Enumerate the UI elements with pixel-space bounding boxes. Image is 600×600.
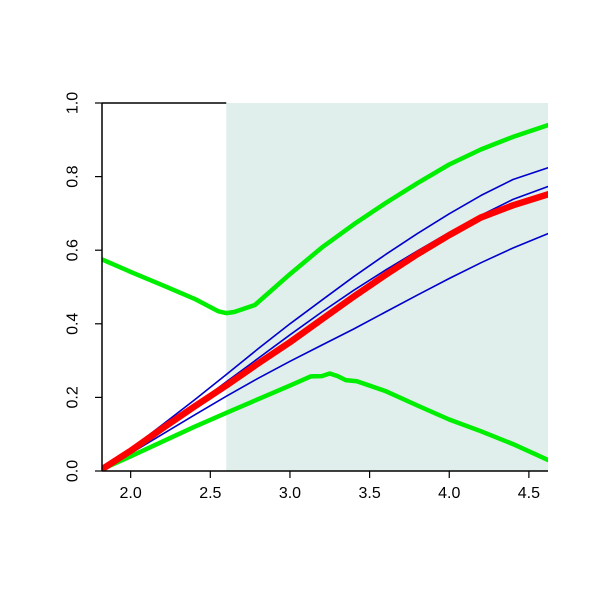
x-tick-label: 3.0 [279,485,301,502]
x-tick-label: 2.5 [199,485,221,502]
series-line-5 [102,232,548,470]
x-tick-label: 3.5 [358,485,380,502]
shaded-region [226,103,548,471]
series-line-4 [102,167,548,470]
series-line-6 [102,191,548,471]
x-tick-label: 2.0 [120,485,142,502]
y-tick-label: 0.0 [65,460,82,482]
x-tick-label: 4.5 [518,485,540,502]
x-tick-label: 4.0 [438,485,460,502]
y-tick-label: 1.0 [65,92,82,114]
y-tick-label: 0.6 [65,239,82,261]
y-tick-label: 0.8 [65,165,82,187]
series-line-1 [102,122,548,316]
axes-layer: 2.0 2.5 3.0 3.5 4.0 4.5 0.0 0.2 0.4 0.6 0.8 1.0 [65,92,548,502]
series-line-2 [102,371,548,471]
y-tick-label: 0.2 [65,386,82,408]
y-tick-label: 0.4 [65,313,82,335]
shaded-region-layer [226,103,548,471]
series-layer [102,122,548,471]
